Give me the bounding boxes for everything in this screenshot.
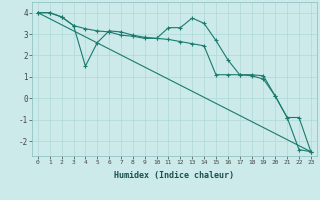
X-axis label: Humidex (Indice chaleur): Humidex (Indice chaleur) <box>115 171 234 180</box>
